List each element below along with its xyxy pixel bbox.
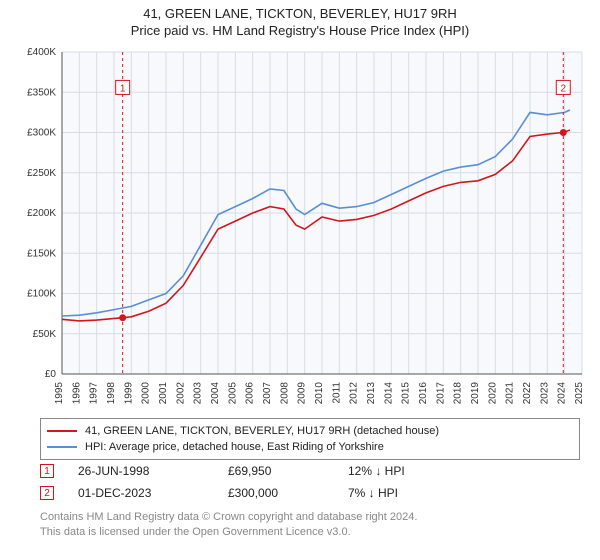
- svg-text:2000: 2000: [141, 382, 152, 405]
- svg-text:1999: 1999: [123, 382, 134, 405]
- svg-text:2004: 2004: [210, 382, 221, 405]
- markers-table: 1 26-JUN-1998 £69,950 12% ↓ HPI 2 01-DEC…: [40, 460, 580, 504]
- svg-text:2013: 2013: [366, 382, 377, 405]
- svg-text:£300K: £300K: [27, 128, 56, 139]
- chart-svg: £0 £50K £100K £150K £200K £250K £300K £350K £400…: [10, 44, 590, 414]
- chart-title-main: 41, GREEN LANE, TICKTON, BEVERLEY, HU17 …: [0, 6, 600, 21]
- svg-text:2: 2: [560, 83, 566, 94]
- svg-text:2023: 2023: [539, 382, 550, 405]
- marker-row: 2 01-DEC-2023 £300,000 7% ↓ HPI: [40, 482, 580, 504]
- svg-text:2010: 2010: [314, 382, 325, 405]
- footer-line: Contains HM Land Registry data © Crown c…: [40, 510, 580, 525]
- svg-text:£350K: £350K: [27, 87, 56, 98]
- svg-text:2005: 2005: [227, 382, 238, 405]
- svg-text:£250K: £250K: [27, 168, 56, 179]
- legend-swatch: [47, 430, 77, 432]
- svg-text:2020: 2020: [487, 382, 498, 405]
- svg-text:£400K: £400K: [27, 47, 56, 58]
- chart-plot-area: £0 £50K £100K £150K £200K £250K £300K £350K £400…: [10, 44, 590, 414]
- legend-label: HPI: Average price, detached house, East…: [85, 441, 384, 453]
- marker-row: 1 26-JUN-1998 £69,950 12% ↓ HPI: [40, 460, 580, 482]
- marker-badge: 2: [40, 486, 54, 500]
- legend-label: 41, GREEN LANE, TICKTON, BEVERLEY, HU17 …: [85, 425, 439, 437]
- svg-text:1: 1: [120, 83, 126, 94]
- svg-text:2009: 2009: [297, 382, 308, 405]
- svg-text:2002: 2002: [175, 382, 186, 405]
- marker-diff: 7% ↓ HPI: [348, 486, 468, 500]
- svg-text:2006: 2006: [245, 382, 256, 405]
- marker-price: £69,950: [228, 464, 348, 478]
- svg-text:1997: 1997: [89, 382, 100, 405]
- marker-badge-num: 1: [44, 466, 50, 477]
- svg-text:2014: 2014: [383, 382, 394, 405]
- legend-item: HPI: Average price, detached house, East…: [47, 439, 573, 455]
- legend-item: 41, GREEN LANE, TICKTON, BEVERLEY, HU17 …: [47, 423, 573, 439]
- svg-text:£0: £0: [45, 369, 57, 380]
- svg-text:2019: 2019: [470, 382, 481, 405]
- marker-price: £300,000: [228, 486, 348, 500]
- svg-text:2017: 2017: [435, 382, 446, 405]
- svg-text:2025: 2025: [574, 382, 585, 405]
- svg-text:£150K: £150K: [27, 248, 56, 259]
- svg-text:1995: 1995: [54, 382, 65, 405]
- svg-text:£100K: £100K: [27, 289, 56, 300]
- chart-title-sub: Price paid vs. HM Land Registry's House …: [0, 23, 600, 38]
- marker-date: 26-JUN-1998: [78, 464, 228, 478]
- svg-text:2012: 2012: [349, 382, 360, 405]
- svg-text:2018: 2018: [453, 382, 464, 405]
- marker-badge-num: 2: [44, 488, 50, 499]
- svg-text:2001: 2001: [158, 382, 169, 405]
- svg-text:2016: 2016: [418, 382, 429, 405]
- svg-text:2021: 2021: [505, 382, 516, 405]
- svg-text:2022: 2022: [522, 382, 533, 405]
- svg-text:2024: 2024: [557, 382, 568, 405]
- svg-text:2008: 2008: [279, 382, 290, 405]
- svg-text:2015: 2015: [401, 382, 412, 405]
- svg-text:1996: 1996: [71, 382, 82, 405]
- legend: 41, GREEN LANE, TICKTON, BEVERLEY, HU17 …: [40, 418, 580, 460]
- svg-text:2011: 2011: [331, 382, 342, 404]
- footer-line: This data is licensed under the Open Gov…: [40, 525, 580, 540]
- chart-container: 41, GREEN LANE, TICKTON, BEVERLEY, HU17 …: [0, 0, 600, 560]
- svg-text:1998: 1998: [106, 382, 117, 405]
- chart-titles: 41, GREEN LANE, TICKTON, BEVERLEY, HU17 …: [0, 0, 600, 38]
- footer-attribution: Contains HM Land Registry data © Crown c…: [40, 510, 580, 540]
- svg-text:£50K: £50K: [33, 329, 57, 340]
- svg-text:2003: 2003: [193, 382, 204, 405]
- marker-badge: 1: [40, 464, 54, 478]
- legend-swatch: [47, 446, 77, 448]
- svg-text:2007: 2007: [262, 382, 273, 405]
- svg-text:£200K: £200K: [27, 208, 56, 219]
- marker-diff: 12% ↓ HPI: [348, 464, 468, 478]
- marker-date: 01-DEC-2023: [78, 486, 228, 500]
